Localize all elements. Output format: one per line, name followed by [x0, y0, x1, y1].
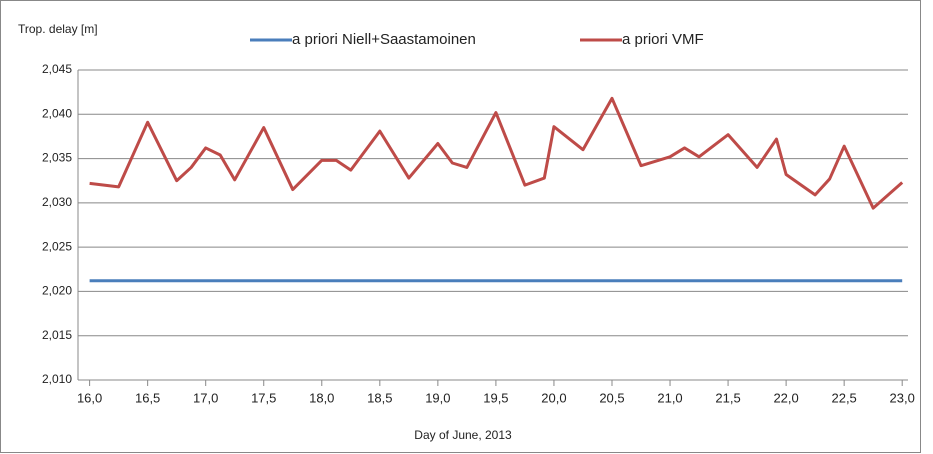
legend-label: a priori Niell+Saastamoinen — [292, 31, 476, 48]
x-tick-label: 18,5 — [367, 390, 392, 405]
x-tick-label: 20,5 — [599, 390, 624, 405]
x-tick-label: 20,0 — [541, 390, 566, 405]
x-tick-label: 19,0 — [425, 390, 450, 405]
y-tick-label: 2,020 — [42, 284, 72, 298]
y-tick-label: 2,045 — [42, 62, 72, 76]
x-tick-label: 22,5 — [831, 390, 856, 405]
x-tick-label: 17,5 — [251, 390, 276, 405]
x-tick-label: 23,0 — [890, 390, 915, 405]
x-tick-label: 18,0 — [309, 390, 334, 405]
y-tick-label: 2,040 — [42, 106, 72, 120]
x-tick-label: 22,0 — [773, 390, 798, 405]
y-tick-label: 2,030 — [42, 195, 72, 209]
x-tick-label: 16,0 — [77, 390, 102, 405]
x-tick-label: 17,0 — [193, 390, 218, 405]
y-tick-label: 2,035 — [42, 151, 72, 165]
x-axis-title: Day of June, 2013 — [414, 428, 512, 442]
y-tick-label: 2,010 — [42, 372, 72, 386]
x-tick-label: 16,5 — [135, 390, 160, 405]
x-tick-label: 21,5 — [715, 390, 740, 405]
x-tick-label: 21,0 — [657, 390, 682, 405]
x-tick-label: 19,5 — [483, 390, 508, 405]
series-line — [89, 96, 904, 210]
legend-label: a priori VMF — [622, 31, 704, 48]
y-tick-label: 2,025 — [42, 239, 72, 253]
y-tick-label: 2,015 — [42, 328, 72, 342]
y-axis-title: Trop. delay [m] — [18, 22, 98, 36]
